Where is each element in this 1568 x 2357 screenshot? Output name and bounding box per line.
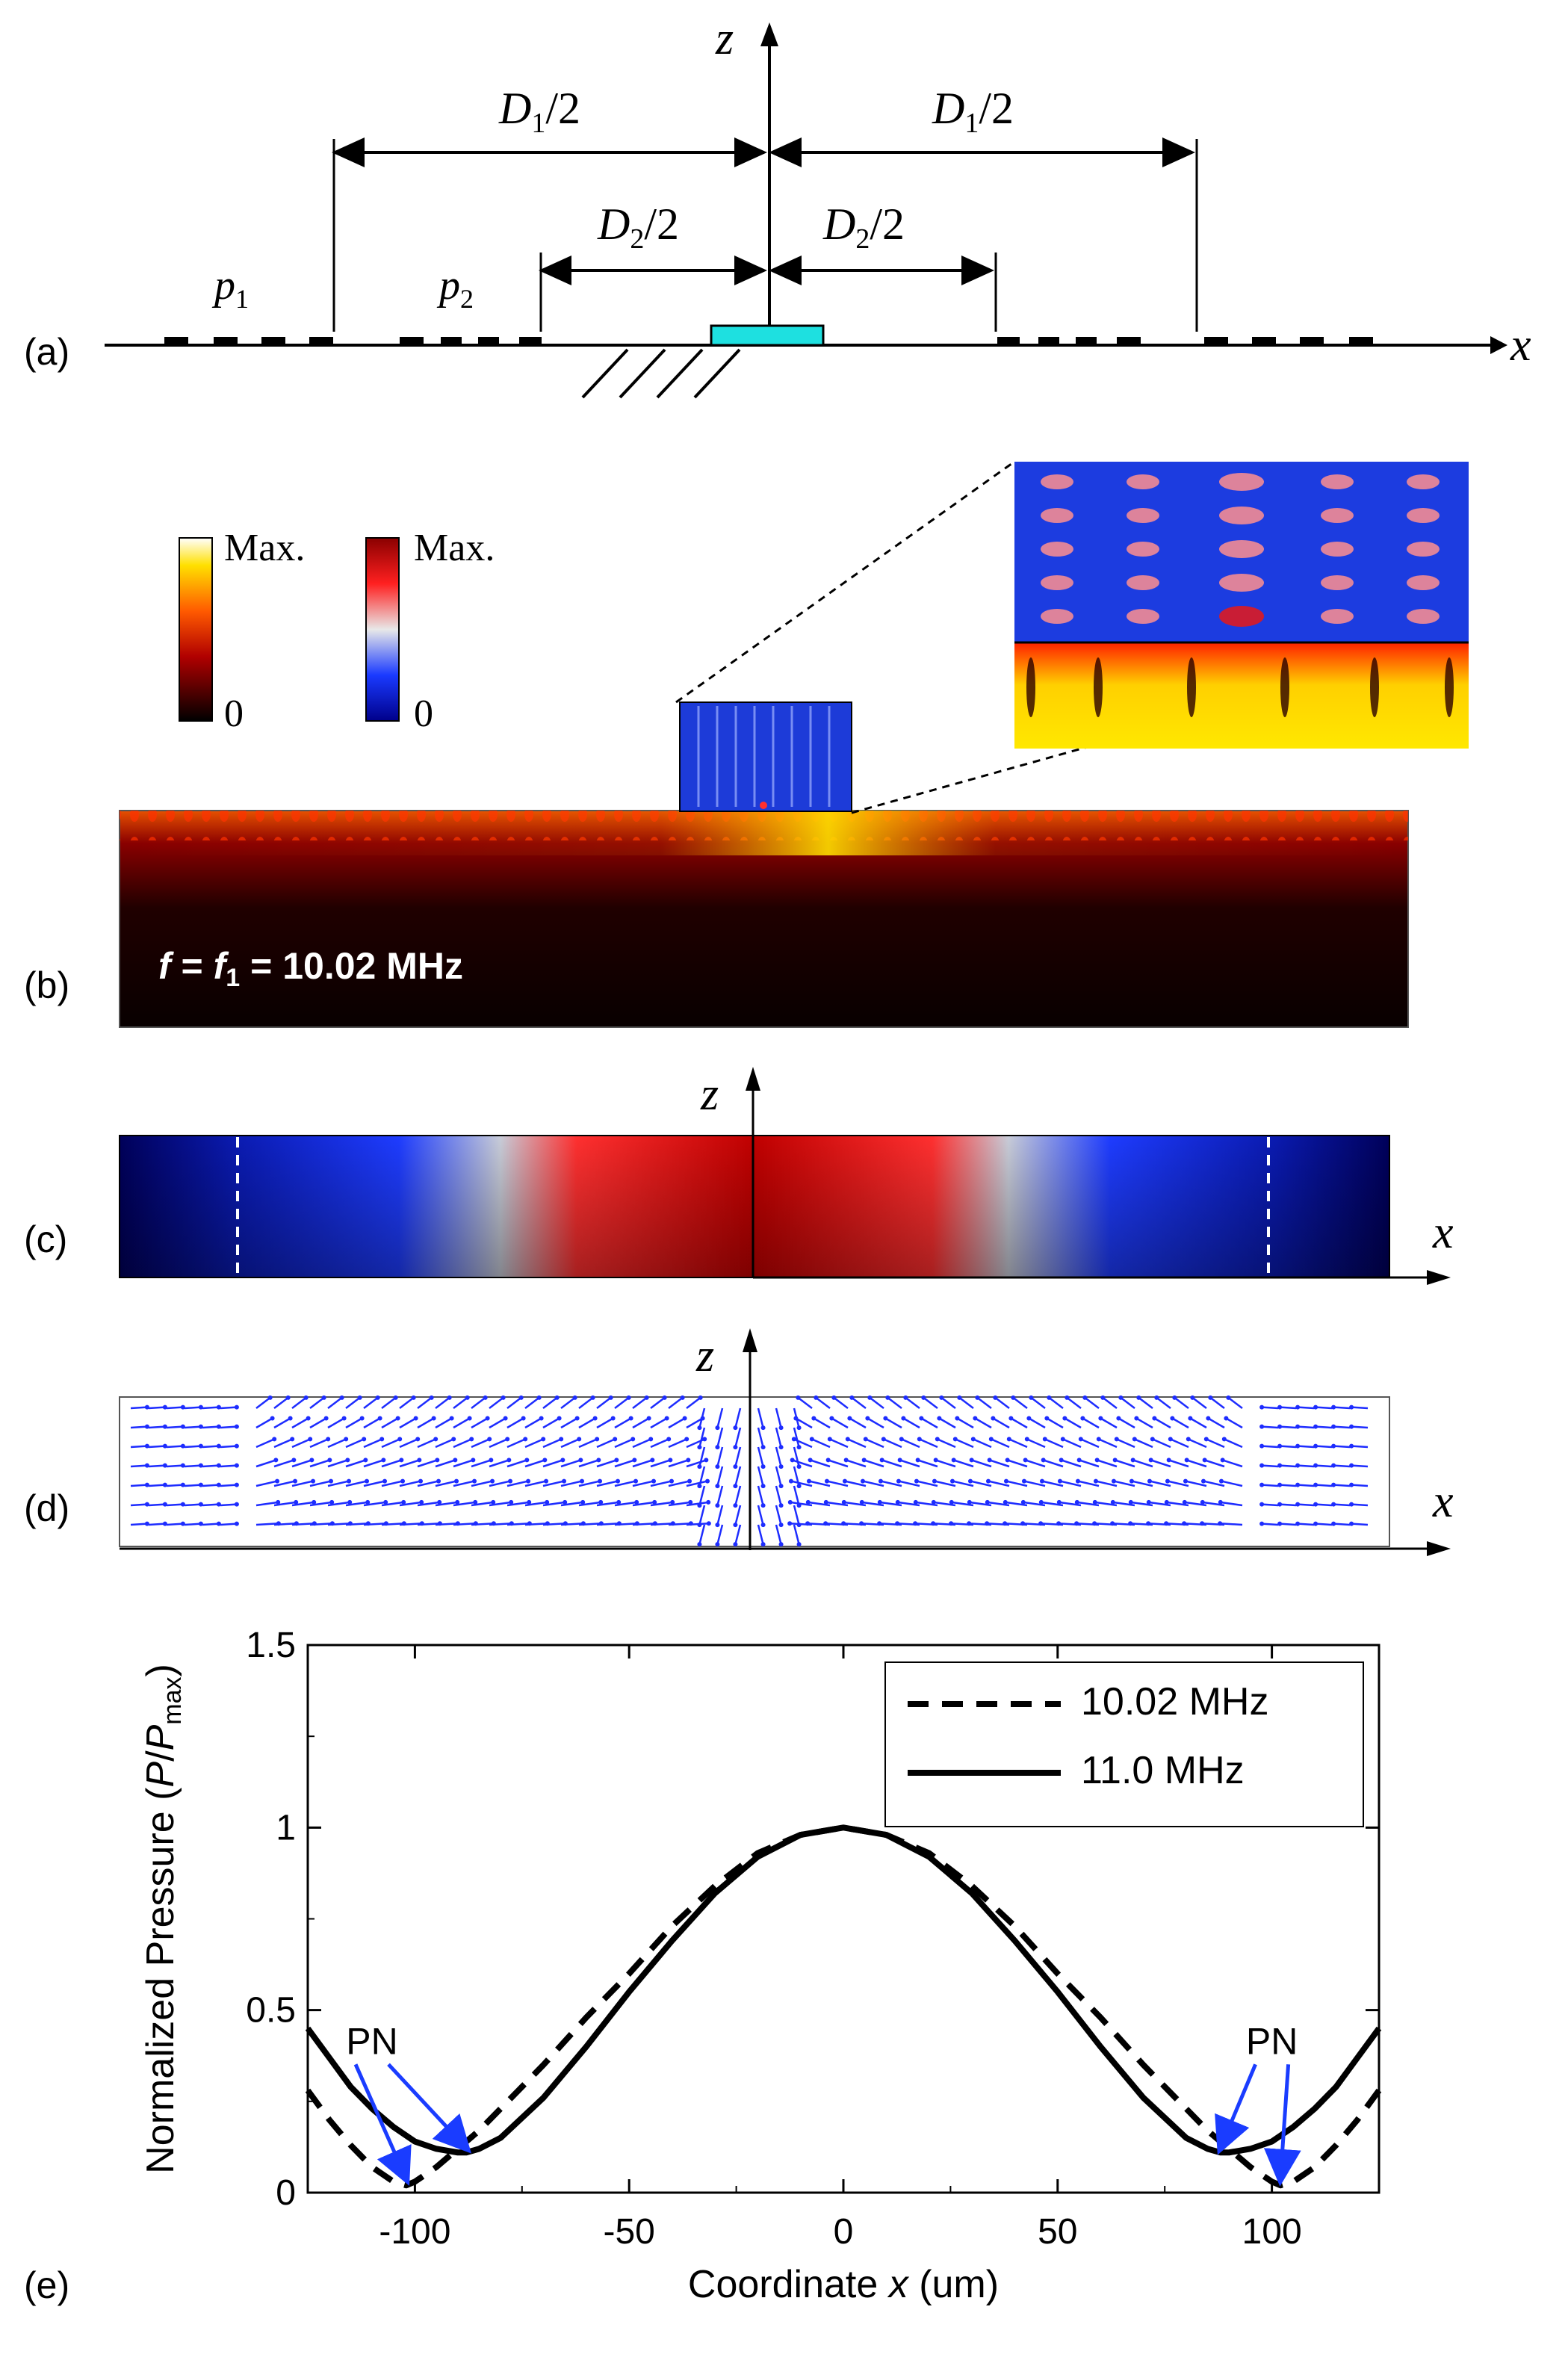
panel-label-a: (a) xyxy=(24,331,70,373)
legend-label-0: 10.02 MHz xyxy=(1081,1680,1268,1723)
pressure-z-label: z xyxy=(700,1069,719,1120)
frequency-label: f = f1 = 10.02 MHz xyxy=(158,945,463,992)
pn-arrow-0-0 xyxy=(353,2063,412,2186)
schematic-x-label: x xyxy=(1510,320,1531,371)
p1-label: p1 xyxy=(211,262,249,314)
colorbar-hot xyxy=(179,537,213,722)
field-map: Max. 0 Max. 0 f = f1 = xyxy=(119,460,1469,1028)
panel-label-e: (e) xyxy=(24,2264,70,2306)
d2-right-label: D2/2 xyxy=(822,199,905,255)
pn-arrow-1-1 xyxy=(1263,2064,1301,2187)
legend-label-1: 11.0 MHz xyxy=(1081,1749,1245,1792)
p2-label: p2 xyxy=(436,262,474,314)
y-tick-label: 1.5 xyxy=(246,1626,296,1665)
ground-hatch xyxy=(581,348,741,399)
d1-right-label: D1/2 xyxy=(932,84,1014,139)
x-tick-label: 0 xyxy=(834,2212,854,2252)
zoom-inset xyxy=(1014,462,1469,749)
pn-annotation-1: PN xyxy=(1246,2020,1298,2062)
colorbar-bwr-max: Max. xyxy=(414,527,495,569)
schematic-z-label: z xyxy=(715,13,734,64)
pn-annotation-0: PN xyxy=(346,2020,397,2062)
x-tick-label: 50 xyxy=(1038,2212,1077,2252)
colorbar-hot-max: Max. xyxy=(224,527,305,569)
colorbar-bwr xyxy=(365,537,400,722)
series-line-1 xyxy=(305,1824,1382,2156)
x-tick-label: -50 xyxy=(604,2212,655,2252)
x-tick-label: 100 xyxy=(1242,2212,1302,2252)
fluid-channel xyxy=(710,324,825,347)
d2-left-label: D2/2 xyxy=(597,199,679,255)
y-tick-label: 0.5 xyxy=(246,1991,296,2031)
pn-arrow-0-1 xyxy=(387,2063,472,2154)
legend-box xyxy=(884,1661,1364,1827)
y-axis-label: Normalized Pressure (P/Pmax) xyxy=(139,1664,187,2174)
x-tick-label: -100 xyxy=(379,2212,450,2252)
panel-label-c: (c) xyxy=(24,1218,68,1260)
x-axis-label: Coordinate x (um) xyxy=(688,2263,999,2306)
schematic-diagram: z x D1/2 D1/2 D2/2 D2/2 p1 p2 xyxy=(105,13,1531,399)
pressure-map: z x xyxy=(119,1067,1454,1285)
colorbar-hot-min: 0 xyxy=(224,693,244,735)
panel-label-b: (b) xyxy=(24,964,70,1006)
colorbar-bwr-min: 0 xyxy=(414,693,433,735)
y-tick-label: 1 xyxy=(276,1808,296,1847)
velocity-vector-map: z x xyxy=(119,1328,1454,1556)
vector-x-label: x xyxy=(1432,1476,1454,1527)
pn-arrow-1-0 xyxy=(1215,2063,1257,2155)
d1-left-label: D1/2 xyxy=(498,84,580,139)
fluid-field xyxy=(679,701,852,812)
electrode-array-right xyxy=(997,337,1373,347)
y-tick-label: 0 xyxy=(276,2173,296,2213)
panel-label-d: (d) xyxy=(24,1487,70,1529)
pressure-x-label: x xyxy=(1432,1207,1454,1258)
series-line-0 xyxy=(305,1824,1382,2189)
electrode-array-left xyxy=(164,337,542,347)
vector-z-label: z xyxy=(695,1331,714,1381)
pressure-chart: -100 -50 0 50 100 0 0.5 1 1.5 10.02 MHz 11.0 MHz PN… xyxy=(139,1626,1382,2306)
